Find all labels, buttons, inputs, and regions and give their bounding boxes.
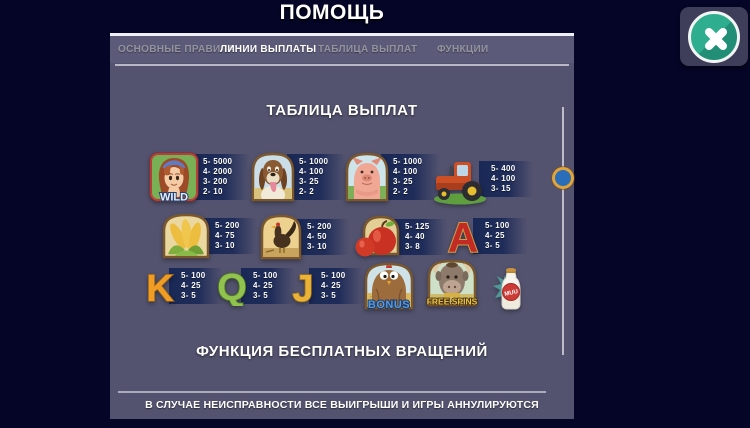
page-title: ПОМОЩЬ [279,1,385,24]
footer-divider [118,391,546,393]
paytable-cell-milk: MUU [492,264,530,312]
scrollbar-handle[interactable] [552,167,574,189]
payout-values-ace: 5- 100 4- 25 3- 5 [473,218,528,254]
tab-paylines[interactable]: ЛИНИИ ВЫПЛАТЫ [220,44,317,55]
bonus-symbol-icon: BONUS [364,262,414,311]
paytable-cell-corn: 5- 200 4- 75 3- 10 [160,213,258,259]
jack-label: J [292,268,313,306]
paytable-heading: ТАБЛИЦА ВЫПЛАТ [266,102,418,119]
payout-values-queen: 5- 100 4- 25 3- 5 [241,268,296,304]
milk-symbol-icon: MUU [493,268,521,310]
paytable-cell-king: K 5- 100 4- 25 3- 5 [142,266,224,306]
tab-bar: ОСНОВНЫЕ ПРАВИЛА ЛИНИИ ВЫПЛАТЫ ТАБЛИЦА В… [110,36,574,63]
rooster-symbol-icon [260,214,302,260]
paytable-cell-ace: A 5- 100 4- 25 3- 5 [444,214,528,258]
tab-basic-rules[interactable]: ОСНОВНЫЕ ПРАВИЛА [118,44,236,55]
payout-values-dog: 5- 1000 4- 100 3- 25 2- 2 [287,154,347,200]
corn-symbol-icon [162,213,210,259]
paytable-cell-wild: WILD 5- 5000 4- 2000 3- 200 2- 10 [148,151,251,204]
close-icon [705,28,727,50]
ace-symbol-icon: A [447,214,479,258]
paytable-cell-rooster: 5- 200 4- 50 3- 10 [258,214,350,260]
payout-values-wild: 5- 5000 4- 2000 3- 200 2- 10 [191,154,251,200]
help-panel: ОСНОВНЫЕ ПРАВИЛА ЛИНИИ ВЫПЛАТЫ ТАБЛИЦА В… [110,33,574,419]
payout-values-tractor: 5- 400 4- 100 3- 15 [479,161,534,197]
wild-label: WILD [160,192,188,204]
payout-values-rooster: 5- 200 4- 50 3- 10 [295,219,350,255]
paytable-cell-pig: 5- 1000 4- 100 3- 25 2- 2 [344,152,441,202]
tab-features[interactable]: ФУНКЦИИ [437,44,489,55]
milk-label: MUU [504,289,519,298]
payout-values-king: 5- 100 4- 25 3- 5 [169,268,224,304]
paytable-cell-apples: 5- 125 4- 40 3- 8 [352,214,448,260]
payout-values-corn: 5- 200 4- 75 3- 10 [203,218,258,254]
panel-top-divider [110,33,574,36]
free-spins-label: FREE SPINS [427,297,478,307]
paytable-cell-free-spins: FREE SPINS [424,258,480,308]
pig-symbol-icon [345,152,389,202]
king-label: K [146,268,174,306]
malfunction-note: В СЛУЧАЕ НЕИСПРАВНОСТИ ВСЕ ВЫИГРЫШИ И ИГ… [145,399,539,411]
dog-symbol-icon [251,152,295,202]
ace-label: A [448,214,478,258]
payout-values-apples: 5- 125 4- 40 3- 8 [393,219,448,255]
paytable-cell-bonus: BONUS [358,261,420,311]
paytable-cell-dog: 5- 1000 4- 100 3- 25 2- 2 [250,152,347,202]
tractor-symbol-icon [434,162,486,205]
king-symbol-icon: K [145,267,175,306]
wild-symbol-icon: WILD [149,152,199,204]
close-button[interactable] [680,7,748,66]
scrollbar-track[interactable] [562,107,564,355]
paytable-cell-tractor: 5- 400 4- 100 3- 15 [432,153,534,205]
free-spins-section-heading: ФУНКЦИЯ БЕСПЛАТНЫХ ВРАЩЕНИЙ [196,343,488,360]
bonus-label: BONUS [368,299,410,311]
jack-symbol-icon: J [292,267,315,306]
tab-paytable[interactable]: ТАБЛИЦА ВЫПЛАТ [318,44,418,55]
paytable-cell-queen: Q 5- 100 4- 25 3- 5 [214,266,296,306]
queen-symbol-icon: Q [216,266,247,306]
payout-values-pig: 5- 1000 4- 100 3- 25 2- 2 [381,154,441,200]
paytable-cell-jack: J 5- 100 4- 25 3- 5 [288,266,364,306]
apples-symbol-icon [355,215,400,257]
queen-label: Q [217,267,247,306]
free-spins-symbol-icon: FREE SPINS [426,259,478,307]
close-button-circle [688,11,740,63]
tab-underline [115,64,569,66]
payout-values-jack: 5- 100 4- 25 3- 5 [309,268,364,304]
